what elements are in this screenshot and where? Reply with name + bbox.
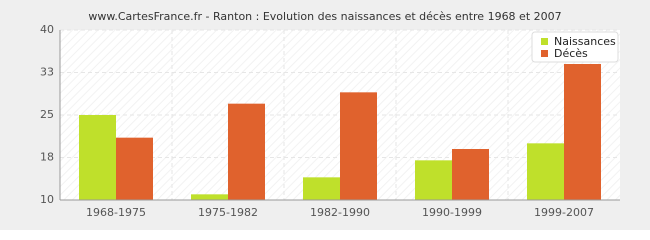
chart-title: www.CartesFrance.fr - Ranton : Evolution… [88,10,561,23]
y-tick-label: 33 [40,66,54,79]
legend-label: Naissances [554,35,616,48]
bar [340,92,377,200]
legend-swatch [541,38,548,45]
bar [116,137,153,200]
legend-label: Décès [554,47,588,60]
bar [415,160,452,200]
y-tick-label: 40 [40,23,54,36]
bar [228,103,265,200]
y-tick-label: 25 [40,108,54,121]
x-tick-label: 1968-1975 [86,206,146,219]
chart: www.CartesFrance.fr - Ranton : Evolution… [0,0,650,230]
x-tick-label: 1990-1999 [422,206,482,219]
bar [527,143,564,200]
x-tick-label: 1982-1990 [310,206,370,219]
legend-box [531,31,619,63]
bar [79,115,116,200]
x-tick-label: 1999-2007 [534,206,594,219]
bar [564,64,601,200]
y-tick-label: 10 [40,193,54,206]
bar [303,177,340,200]
bar [452,149,489,200]
bar [191,194,228,200]
legend-swatch [541,50,548,57]
y-tick-label: 18 [40,151,54,164]
x-tick-label: 1975-1982 [198,206,258,219]
